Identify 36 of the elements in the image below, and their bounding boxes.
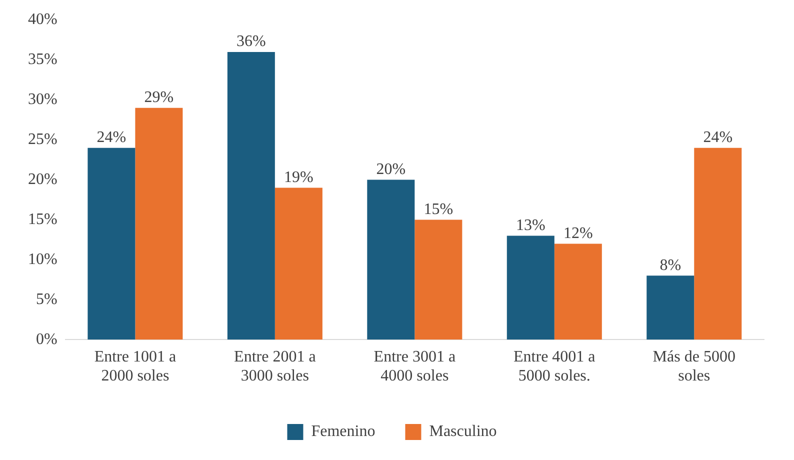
data-label: 15% [424,200,454,218]
x-tick-label: Más de 5000 soles [652,348,736,385]
y-tick-label: 5% [36,290,58,308]
x-tick-label: Entre 2001 a 3000 soles [234,348,316,385]
y-tick-label: 40% [28,11,58,28]
y-tick-label: 20% [28,171,58,188]
data-label: 29% [144,89,174,106]
x-tick-label: Entre 4001 a 5000 soles. [514,348,596,385]
bar [135,108,183,340]
x-tick-label: Entre 1001 a 2000 soles [94,348,176,385]
data-label: 20% [376,161,406,178]
bar [694,148,742,340]
data-label: 13% [516,216,546,234]
legend-label: Femenino [311,423,376,440]
data-label: 36% [236,33,266,50]
bar [88,148,136,340]
data-label: 12% [563,224,593,242]
y-tick-label: 15% [28,210,58,228]
data-label: 24% [703,129,733,146]
bar [646,276,694,340]
bar [367,180,415,340]
y-tick-label: 35% [28,51,58,68]
data-label: 8% [660,256,682,274]
bar [506,236,554,340]
bar [227,52,275,340]
x-tick-label: Entre 3001 a 4000 soles [374,348,456,385]
y-tick-label: 30% [28,91,58,108]
data-label: 24% [96,129,126,146]
bar [414,220,462,340]
y-tick-label: 25% [28,131,58,148]
y-tick-label: 10% [28,250,58,268]
bar [274,188,322,340]
data-label: 19% [284,168,314,186]
legend-label: Masculino [429,423,497,440]
bar [554,244,602,340]
y-tick-label: 0% [36,330,58,348]
